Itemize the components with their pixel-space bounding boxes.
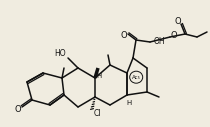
- Text: O: O: [15, 106, 21, 115]
- Text: O: O: [171, 31, 177, 41]
- Text: O: O: [121, 30, 127, 39]
- Text: HO: HO: [54, 50, 66, 59]
- Text: Cl: Cl: [93, 108, 101, 117]
- Text: Ac₅: Ac₅: [132, 75, 141, 80]
- Text: H: H: [96, 73, 102, 79]
- Text: O: O: [175, 17, 181, 26]
- Text: OH: OH: [153, 37, 165, 46]
- Text: H: H: [126, 100, 132, 106]
